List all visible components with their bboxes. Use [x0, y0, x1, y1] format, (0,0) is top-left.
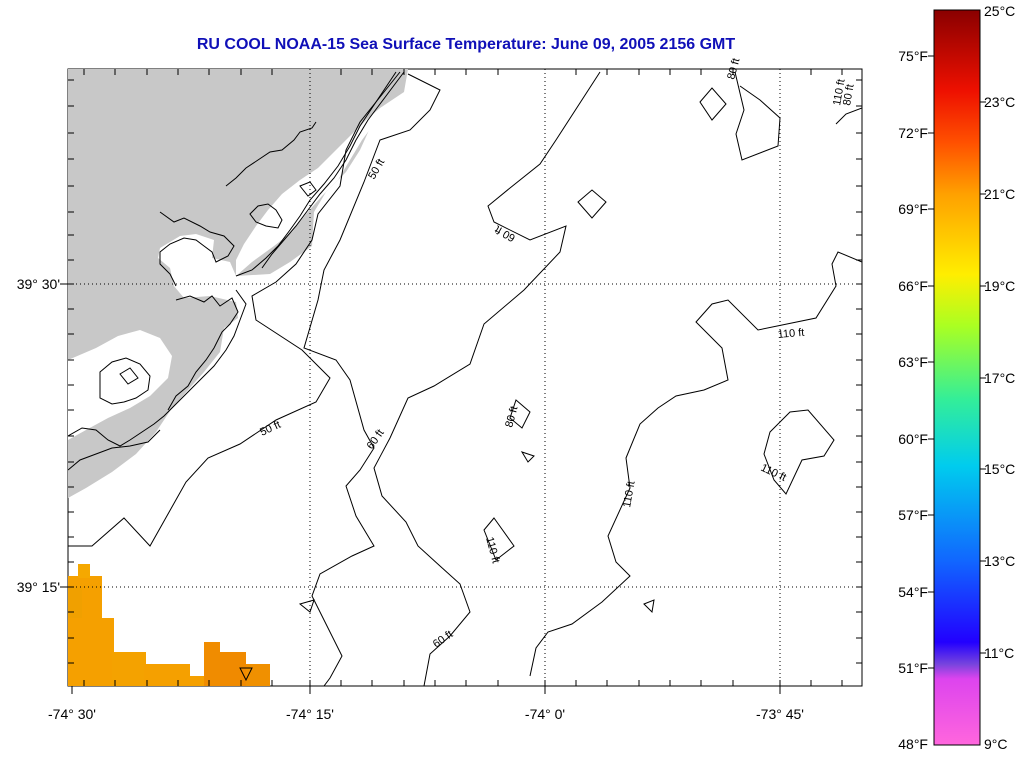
- contour-50ft: [68, 71, 401, 547]
- lagoon: [236, 108, 380, 276]
- contour-80ft: [373, 71, 601, 686]
- axis-ticks: [60, 69, 862, 694]
- sst-data-patch: [68, 564, 270, 686]
- lon-label: -74° 15': [286, 706, 334, 722]
- contour-110ft-south: [529, 251, 862, 677]
- colorbar-fahrenheit-label: 48°F: [898, 736, 928, 752]
- colorbar-fahrenheit-label: 72°F: [898, 125, 928, 141]
- contour-label: 80 ft: [503, 405, 520, 429]
- colorbar-fahrenheit-label: 54°F: [898, 584, 928, 600]
- bathymetry-contours: [68, 71, 862, 686]
- contour-label: 110 ft: [831, 78, 847, 106]
- colorbar-fahrenheit-label: 66°F: [898, 278, 928, 294]
- contour-60ft: [303, 73, 441, 686]
- colorbar-celsius-label: 13°C: [984, 553, 1016, 569]
- colorbar-ticks: [928, 55, 986, 669]
- colorbar-celsius-label: 19°C: [984, 278, 1016, 294]
- map-title: RU COOL NOAA-15 Sea Surface Temperature:…: [196, 36, 736, 53]
- colorbar-fahrenheit-label: 63°F: [898, 354, 928, 370]
- colorbar-fahrenheit-label: 57°F: [898, 507, 928, 523]
- colorbar-fahrenheit-label: 60°F: [898, 431, 928, 447]
- colorbar-celsius-label: 11°C: [984, 645, 1015, 661]
- lon-label: -74° 0': [524, 706, 566, 722]
- colorbar-fahrenheit-label: 51°F: [898, 660, 928, 676]
- colorbar-fahrenheit-label: 69°F: [898, 201, 928, 217]
- bay: [68, 330, 172, 440]
- contour-label: 80 ft: [841, 83, 857, 106]
- colorbar-fahrenheit-label: 75°F: [898, 48, 928, 64]
- colorbar-celsius-label: 17°C: [984, 370, 1016, 386]
- lon-label: -73° 45': [756, 706, 804, 722]
- colorbar: [933, 9, 981, 746]
- coastline: [68, 71, 405, 471]
- lat-label: 39° 15': [16, 579, 60, 595]
- colorbar-celsius-label: 25°C: [984, 3, 1016, 19]
- colorbar-celsius-label: 21°C: [984, 186, 1016, 202]
- colorbar-celsius-label: 9°C: [984, 736, 1008, 752]
- grid-lines: [68, 69, 862, 686]
- contour-label: 110 ft: [777, 327, 805, 341]
- lat-label: 39° 30': [16, 276, 60, 292]
- colorbar-celsius-label: 15°C: [984, 461, 1016, 477]
- contour-label: 110 ft: [621, 480, 637, 508]
- contour-110ft: [734, 71, 781, 161]
- lon-label: -74° 30': [48, 706, 96, 722]
- colorbar-celsius-label: 23°C: [984, 94, 1016, 110]
- contour-label: 80 ft: [725, 57, 742, 81]
